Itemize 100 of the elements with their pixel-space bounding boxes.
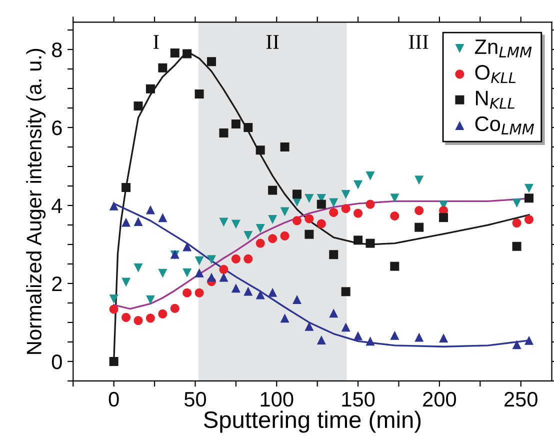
point bbox=[158, 268, 168, 278]
point bbox=[390, 194, 400, 203]
point bbox=[268, 234, 278, 244]
point bbox=[134, 216, 143, 226]
point bbox=[268, 186, 278, 195]
point bbox=[414, 176, 424, 185]
y-tick-label: 2 bbox=[52, 276, 62, 292]
annotation: I bbox=[153, 35, 159, 49]
legend-label: N$_{KLL}$ bbox=[476, 90, 514, 109]
point bbox=[170, 48, 180, 58]
point bbox=[329, 208, 338, 217]
point bbox=[280, 207, 290, 216]
point bbox=[366, 200, 375, 209]
point bbox=[134, 102, 143, 111]
point bbox=[354, 331, 363, 340]
point bbox=[207, 272, 216, 282]
point bbox=[524, 215, 534, 224]
point bbox=[316, 200, 326, 209]
point bbox=[256, 238, 265, 248]
point bbox=[231, 220, 240, 229]
annotation: III bbox=[408, 35, 428, 49]
point bbox=[219, 264, 228, 274]
point bbox=[316, 336, 326, 345]
point bbox=[231, 254, 240, 264]
point bbox=[244, 122, 253, 132]
point bbox=[329, 198, 338, 208]
y-tick-label: 0 bbox=[52, 354, 62, 370]
point bbox=[414, 222, 424, 232]
point bbox=[524, 194, 534, 203]
point bbox=[182, 49, 192, 58]
point bbox=[219, 218, 228, 227]
point bbox=[182, 268, 192, 278]
point bbox=[341, 204, 350, 214]
point bbox=[304, 214, 314, 224]
point bbox=[354, 208, 363, 218]
point bbox=[122, 278, 131, 287]
point bbox=[280, 231, 290, 240]
point bbox=[354, 236, 363, 245]
y-tick-label: 4 bbox=[52, 198, 62, 214]
point bbox=[524, 184, 534, 193]
point bbox=[512, 198, 522, 208]
x-tick-label: 150 bbox=[342, 392, 375, 407]
point bbox=[390, 330, 400, 340]
point bbox=[292, 216, 302, 226]
point bbox=[524, 336, 534, 345]
x-tick-label: 100 bbox=[260, 392, 294, 407]
legend-label: O$_{KLL}$ bbox=[475, 65, 516, 84]
point bbox=[182, 242, 192, 252]
point bbox=[414, 332, 424, 342]
point bbox=[341, 322, 350, 332]
point bbox=[341, 287, 350, 296]
point bbox=[366, 336, 375, 346]
point bbox=[329, 250, 338, 260]
point bbox=[109, 201, 118, 210]
point bbox=[512, 340, 522, 350]
point bbox=[219, 128, 228, 138]
point bbox=[122, 218, 131, 227]
legend-label: Co$_{LMM}$ bbox=[475, 116, 534, 134]
point bbox=[122, 183, 131, 192]
point bbox=[170, 304, 180, 313]
point bbox=[414, 206, 424, 216]
x-tick-label: 250 bbox=[504, 392, 538, 407]
point bbox=[280, 314, 290, 323]
point bbox=[146, 205, 155, 214]
point bbox=[512, 242, 522, 251]
annotation: II bbox=[266, 35, 279, 49]
point bbox=[182, 288, 192, 298]
point bbox=[292, 294, 302, 304]
point bbox=[134, 263, 143, 272]
point bbox=[109, 356, 118, 366]
point bbox=[158, 213, 168, 222]
point bbox=[256, 290, 265, 300]
x-tick-label: 200 bbox=[423, 392, 456, 407]
point bbox=[146, 84, 155, 94]
point bbox=[122, 312, 131, 322]
point bbox=[194, 268, 204, 278]
y-tick-label: 6 bbox=[52, 120, 62, 136]
point bbox=[280, 142, 290, 152]
point bbox=[194, 288, 204, 298]
point bbox=[109, 304, 118, 314]
point bbox=[354, 180, 363, 190]
point bbox=[244, 231, 253, 240]
point bbox=[207, 57, 216, 66]
point bbox=[158, 309, 168, 318]
point bbox=[134, 316, 143, 326]
point bbox=[366, 238, 375, 248]
point bbox=[256, 146, 265, 155]
point bbox=[292, 190, 302, 199]
point bbox=[316, 219, 326, 228]
x-axis-title: Sputtering time (min) bbox=[204, 410, 421, 433]
point bbox=[439, 213, 448, 222]
point bbox=[256, 224, 265, 233]
y-tick-label: 8 bbox=[52, 42, 62, 58]
point bbox=[231, 284, 240, 293]
point bbox=[146, 314, 155, 323]
point bbox=[146, 295, 155, 304]
point bbox=[231, 119, 240, 128]
legend-label: Zn$_{LMM}$ bbox=[474, 40, 532, 58]
y-axis-title: Normalized Auger intensity (a. u.) bbox=[26, 48, 46, 354]
point bbox=[341, 190, 350, 200]
